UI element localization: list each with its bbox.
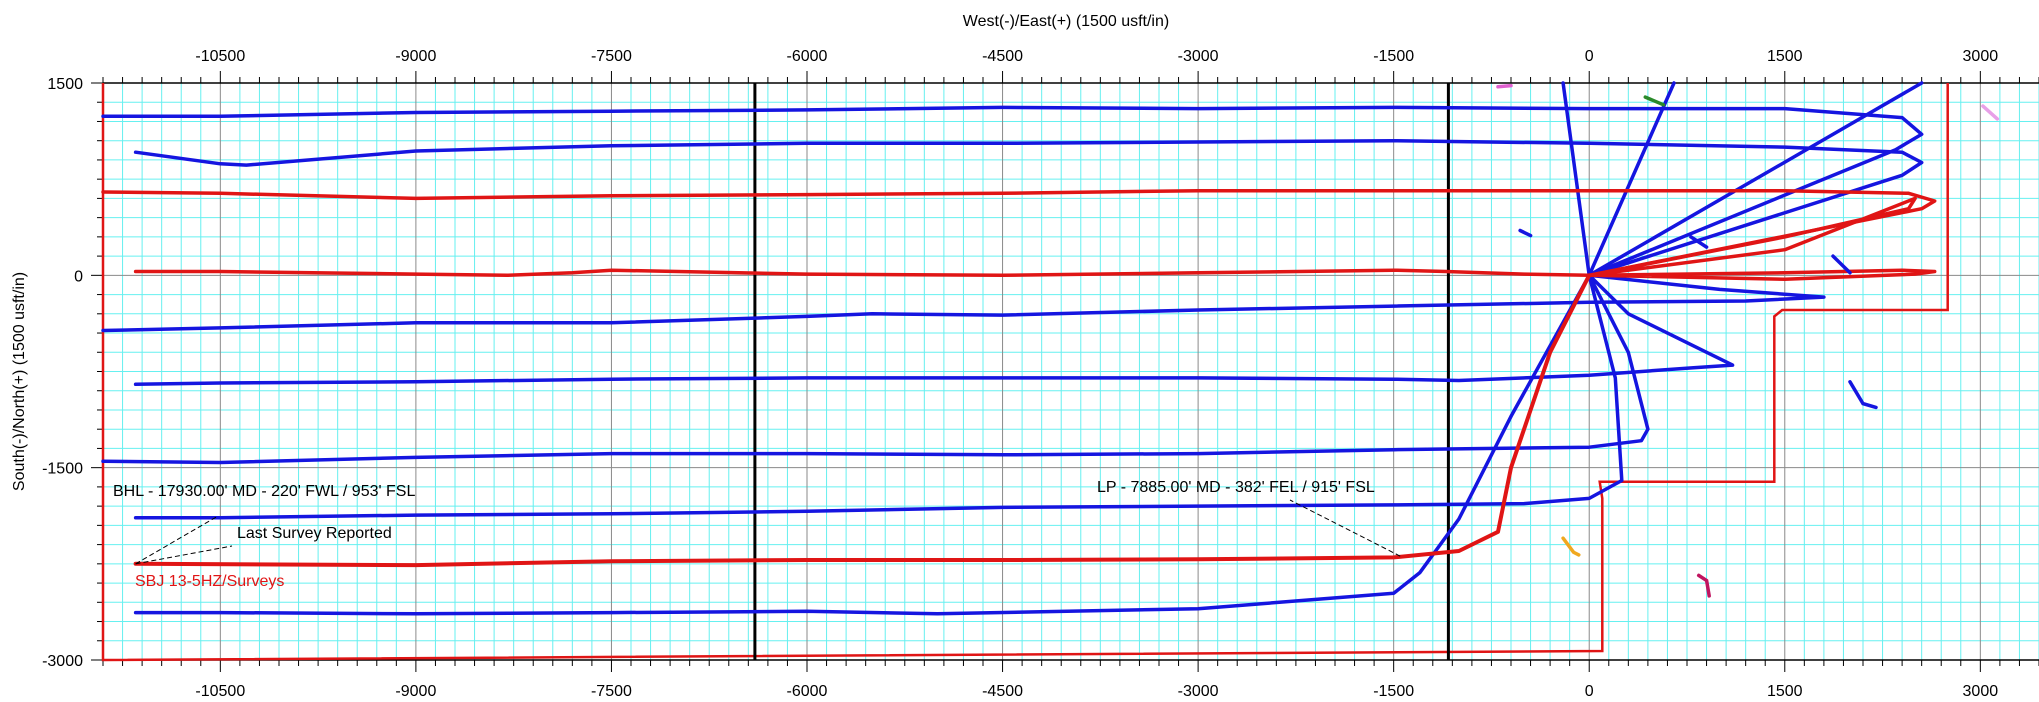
x-tick-label-bottom: -7500 bbox=[591, 683, 632, 700]
y-axis-title: South(-)/North(+) (1500 usft/in) bbox=[11, 272, 28, 491]
y-tick-label: -3000 bbox=[42, 653, 83, 670]
x-tick-label-bottom: 3000 bbox=[1963, 683, 1999, 700]
x-tick-label-top: -3000 bbox=[1178, 48, 1219, 65]
annotation-bhl: BHL - 17930.00' MD - 220' FWL / 953' FSL bbox=[113, 483, 415, 500]
x-tick-label-top: -10500 bbox=[195, 48, 245, 65]
x-tick-label-bottom: -6000 bbox=[787, 683, 828, 700]
x-tick-label-top: -6000 bbox=[787, 48, 828, 65]
y-tick-label: -1500 bbox=[42, 461, 83, 478]
x-axis-title: West(-)/East(+) (1500 usft/in) bbox=[963, 13, 1169, 30]
series-label-sbj-13-5hz: SBJ 13-5HZ/Surveys bbox=[135, 573, 284, 590]
x-tick-label-bottom: -4500 bbox=[982, 683, 1023, 700]
annotation-last-survey: Last Survey Reported bbox=[237, 525, 392, 542]
x-tick-label-top: -4500 bbox=[982, 48, 1023, 65]
x-tick-label-bottom: -9000 bbox=[395, 683, 436, 700]
annotation-lp: LP - 7885.00' MD - 382' FEL / 915' FSL bbox=[1097, 479, 1375, 496]
x-tick-label-bottom: -1500 bbox=[1373, 683, 1414, 700]
y-tick-label: 1500 bbox=[47, 76, 83, 93]
x-tick-label-top: -9000 bbox=[395, 48, 436, 65]
x-tick-label-top: 1500 bbox=[1767, 48, 1803, 65]
x-tick-label-top: -7500 bbox=[591, 48, 632, 65]
x-tick-label-bottom: -10500 bbox=[195, 683, 245, 700]
x-tick-label-top: 0 bbox=[1585, 48, 1594, 65]
x-tick-label-bottom: 0 bbox=[1585, 683, 1594, 700]
x-tick-label-top: 3000 bbox=[1963, 48, 1999, 65]
x-tick-label-bottom: 1500 bbox=[1767, 683, 1803, 700]
short-well-segment bbox=[1498, 86, 1511, 87]
y-tick-label: 0 bbox=[74, 268, 83, 285]
x-tick-label-top: -1500 bbox=[1373, 48, 1414, 65]
grid bbox=[103, 83, 2039, 660]
x-tick-label-bottom: -3000 bbox=[1178, 683, 1219, 700]
